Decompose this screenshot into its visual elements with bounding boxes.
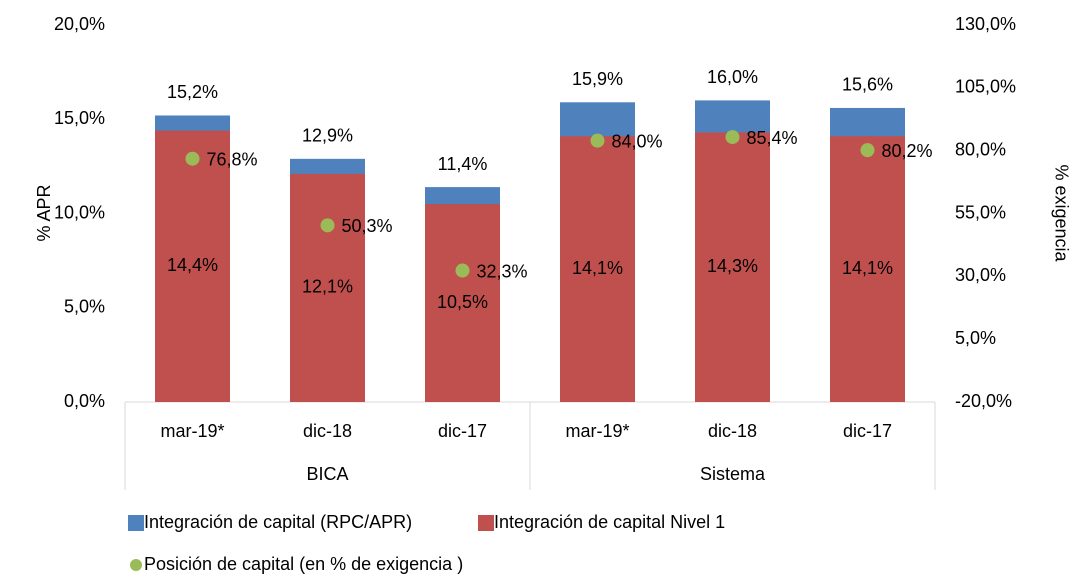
point [320,218,335,233]
bar [830,136,905,402]
y2-tick-label: 30,0% [955,265,1006,285]
x-tick-label: dic-18 [303,421,352,441]
data-label: 32,3% [477,261,528,281]
data-label: 12,1% [302,277,353,297]
data-label: 15,6% [842,75,893,95]
y-tick-label: 15,0% [54,108,105,128]
legend-label: Integración de capital Nivel 1 [494,512,725,532]
y2-tick-label: 130,0% [955,14,1016,34]
y-tick-label: 20,0% [54,14,105,34]
data-label: 76,8% [207,149,258,169]
data-label: 16,0% [707,67,758,87]
data-label: 14,1% [842,258,893,278]
legend-marker [478,515,494,531]
data-label: 50,3% [342,216,393,236]
point [455,263,470,278]
y-axis-label: % APR [34,184,54,241]
legend-marker [130,559,142,571]
legend-label: Integración de capital (RPC/APR) [144,512,412,532]
data-label: 84,0% [612,131,663,151]
x-tick-label: mar-19* [565,421,629,441]
data-label: 12,9% [302,126,353,146]
data-label: 15,9% [572,69,623,89]
group-label: Sistema [700,464,766,484]
x-tick-label: dic-17 [843,421,892,441]
bar [155,130,230,402]
data-label: 11,4% [438,154,488,174]
y2-tick-label: 5,0% [955,328,996,348]
y2-tick-label: 105,0% [955,77,1016,97]
legend-marker [128,515,144,531]
bar [695,132,770,402]
data-label: 80,2% [882,141,933,161]
x-tick-label: dic-17 [438,421,487,441]
point [860,143,875,158]
point [725,130,740,145]
data-label: 10,5% [437,292,488,312]
x-tick-label: mar-19* [160,421,224,441]
bar [290,173,365,402]
bar [560,136,635,402]
y2-axis-label: % exigencia [1051,164,1071,262]
x-tick-label: dic-18 [708,421,757,441]
point [185,151,200,166]
y2-tick-label: 55,0% [955,202,1006,222]
y2-tick-label: -20,0% [955,391,1012,411]
point [590,133,605,148]
data-label: 85,4% [747,128,798,148]
legend-label: Posición de capital (en % de exigencia ) [144,554,463,574]
data-label: 14,3% [707,256,758,276]
data-label: 15,2% [167,82,218,102]
y-tick-label: 10,0% [54,202,105,222]
y-tick-label: 5,0% [64,297,105,317]
y-tick-label: 0,0% [64,391,105,411]
y2-tick-label: 80,0% [955,139,1006,159]
group-label: BICA [306,464,348,484]
data-label: 14,4% [167,255,218,275]
data-label: 14,1% [572,258,623,278]
bar [425,204,500,402]
